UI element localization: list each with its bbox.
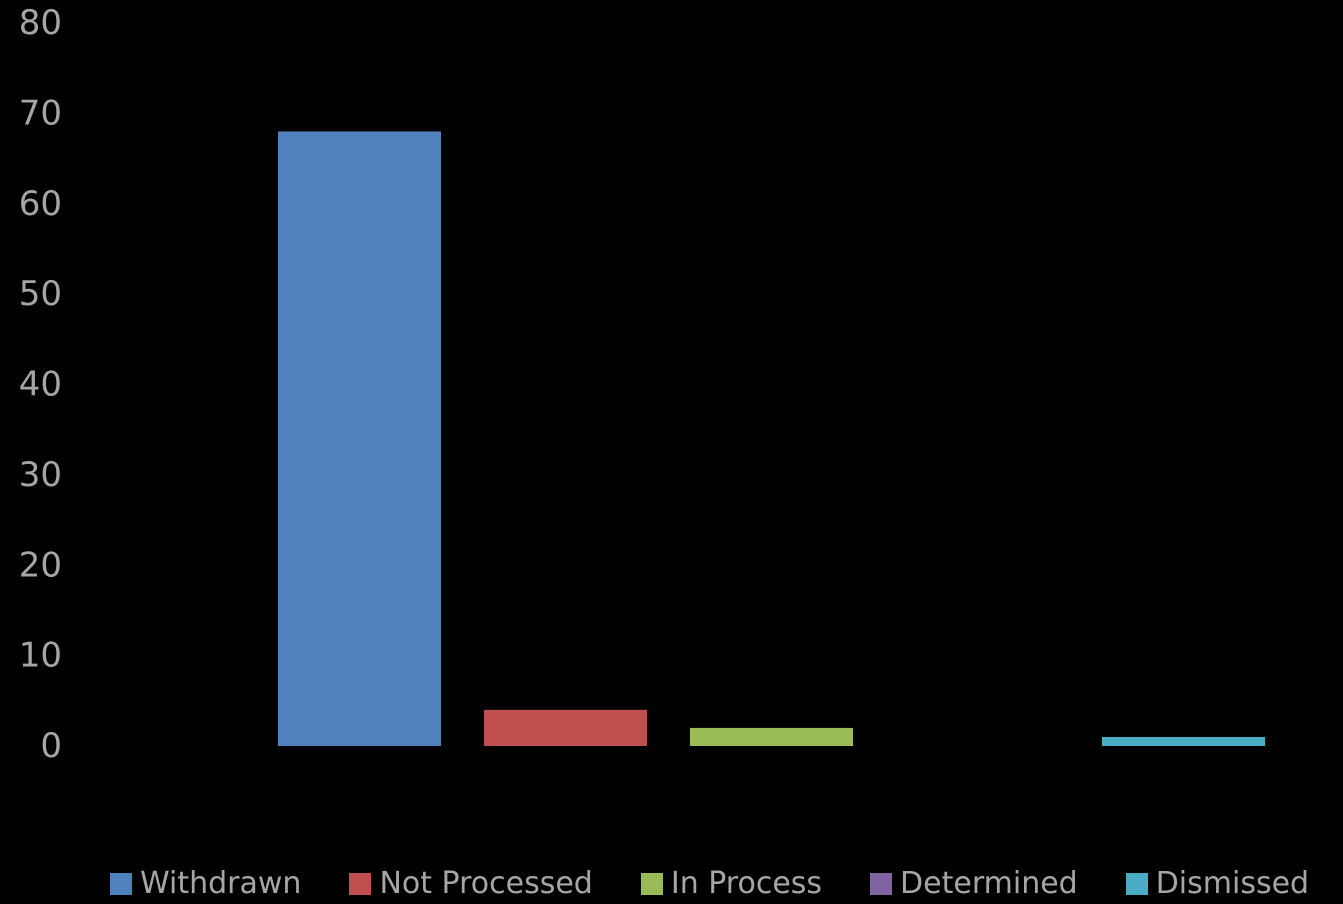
legend-label-withdrawn: Withdrawn [140,866,302,901]
bars-group [278,131,1265,746]
legend-item-in-process: In Process [640,866,823,902]
y-tick-label-7: 70 [19,93,62,133]
y-tick-label-1: 10 [19,636,62,676]
legend-swatch-determined [870,873,893,895]
bar-dismissed [1102,736,1265,746]
legend-label-dismissed: Dismissed [1155,866,1310,901]
y-tick-label-8: 80 [19,3,62,43]
legend-label-not-processed: Not Processed [379,866,593,901]
legend-item-not-processed: Not Processed [349,866,593,902]
y-tick-label-0: 0 [40,726,62,766]
legend-item-withdrawn: Withdrawn [110,866,301,902]
y-tick-label-3: 30 [19,455,62,495]
legend-swatch-withdrawn [110,873,132,895]
legend-item-dismissed: Dismissed [1125,866,1310,902]
legend: Withdrawn Not Processed In Process Determin… [110,864,1339,904]
y-tick-label-2: 20 [19,545,62,585]
legend-swatch-in-process [640,873,663,895]
bar-withdrawn [278,131,441,746]
legend-swatch-not-processed [349,873,372,895]
bar-not-processed [484,709,647,746]
legend-label-determined: Determined [900,866,1078,901]
bar-in-process [690,727,853,746]
legend-item-determined: Determined [870,866,1078,902]
y-axis-tick-labels: 0 10 20 30 40 50 60 70 80 [19,3,62,766]
y-tick-label-6: 60 [19,184,62,224]
y-tick-label-5: 50 [19,274,62,314]
y-tick-label-4: 40 [19,365,62,405]
legend-label-in-process: In Process [670,866,823,901]
legend-swatch-dismissed [1125,873,1148,895]
